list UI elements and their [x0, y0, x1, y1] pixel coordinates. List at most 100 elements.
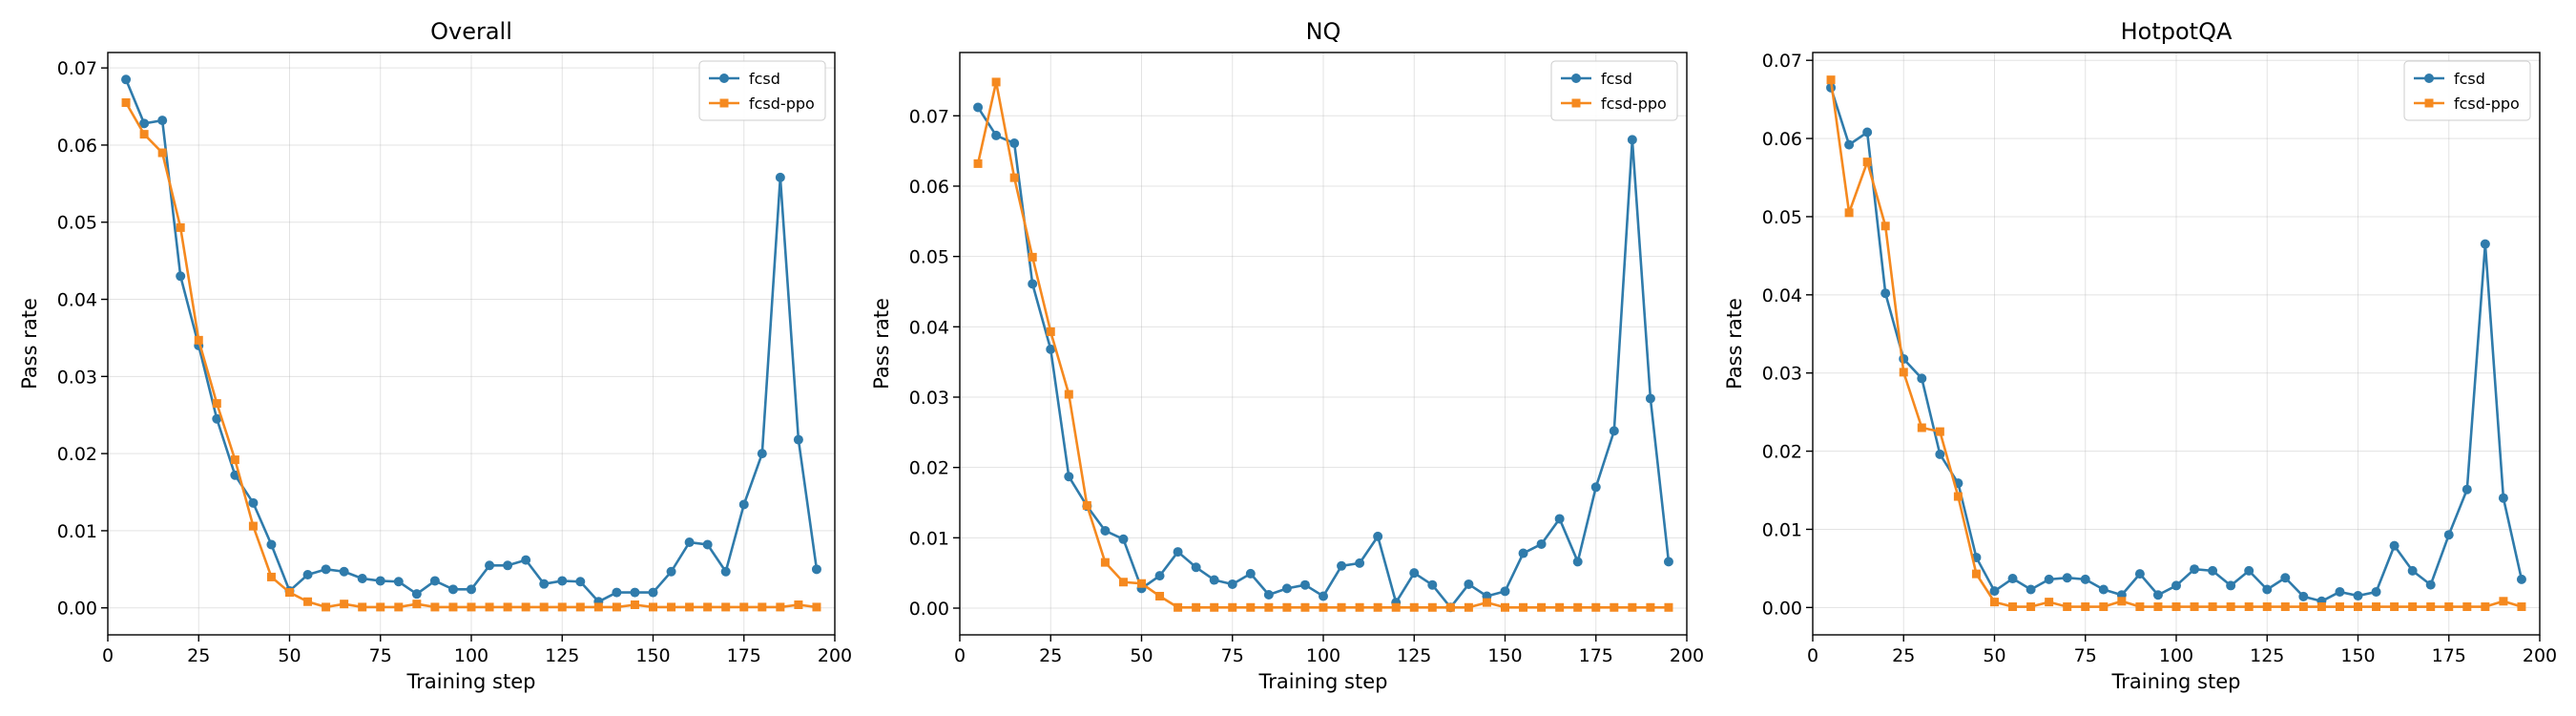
data-point: [1137, 579, 1146, 588]
data-point: [2425, 579, 2436, 590]
data-point: [1537, 602, 1547, 612]
data-point: [1064, 472, 1074, 482]
y-tick-label: 0.02: [57, 444, 97, 465]
data-point: [194, 335, 203, 345]
data-point: [1173, 547, 1183, 558]
x-tick-label: 150: [1487, 645, 1522, 666]
x-tick-label: 75: [369, 645, 392, 666]
data-point: [1609, 426, 1619, 436]
legend-marker: [1571, 74, 1581, 83]
data-point: [758, 602, 767, 612]
y-tick-label: 0.06: [1762, 129, 1802, 150]
data-point: [2353, 591, 2363, 601]
data-point: [1263, 590, 1274, 600]
data-point: [2045, 598, 2054, 607]
data-point: [720, 566, 731, 577]
data-point: [1663, 557, 1673, 567]
data-point: [2135, 602, 2145, 612]
data-point: [1880, 221, 1890, 231]
chart-title: NQ: [1306, 18, 1341, 45]
data-point: [1935, 449, 1945, 459]
data-point: [176, 271, 186, 282]
data-point: [1319, 591, 1328, 601]
data-point: [1046, 344, 1056, 354]
y-tick-label: 0.00: [1762, 598, 1802, 619]
data-point: [1572, 557, 1583, 567]
data-point: [503, 602, 512, 612]
data-point: [1373, 531, 1383, 541]
data-point: [2099, 602, 2109, 612]
chart-title: Overall: [430, 18, 512, 45]
x-axis-label: Training step: [2111, 670, 2241, 693]
data-point: [2007, 574, 2018, 584]
y-tick-label: 0.04: [57, 290, 97, 311]
y-axis-label: Pass rate: [18, 298, 41, 390]
data-point: [973, 158, 983, 168]
data-point: [1064, 390, 1073, 399]
data-point: [2226, 580, 2236, 591]
data-point: [630, 587, 640, 598]
y-tick-label: 0.07: [1762, 51, 1802, 72]
data-point: [1118, 534, 1129, 544]
data-point: [1227, 579, 1237, 589]
data-point: [1445, 602, 1455, 612]
x-tick-label: 25: [1892, 645, 1915, 666]
data-point: [1028, 279, 1038, 289]
data-point: [2244, 565, 2254, 576]
grid: [1812, 53, 2541, 635]
x-tick-label: 100: [454, 645, 488, 666]
data-point: [648, 587, 658, 598]
x-tick-label: 200: [1670, 645, 1704, 666]
data-point: [793, 434, 803, 445]
data-point: [2335, 586, 2345, 597]
data-point: [303, 597, 313, 606]
data-point: [2152, 590, 2163, 600]
data-point: [575, 602, 585, 612]
data-point: [429, 576, 440, 586]
data-point: [503, 560, 513, 571]
data-point: [448, 602, 458, 612]
data-point: [485, 560, 495, 571]
data-point: [1427, 579, 1438, 590]
data-point: [2298, 591, 2309, 601]
x-tick-label: 75: [1221, 645, 1244, 666]
data-point: [467, 584, 476, 595]
data-point: [593, 602, 603, 612]
data-point: [1009, 173, 1019, 182]
data-point: [285, 588, 294, 598]
x-tick-label: 175: [727, 645, 761, 666]
x-tick-label: 25: [1039, 645, 1062, 666]
data-point: [2262, 602, 2272, 612]
x-tick-label: 150: [2340, 645, 2375, 666]
data-point: [230, 455, 239, 465]
data-point: [1409, 602, 1419, 612]
data-point: [2025, 584, 2036, 595]
data-point: [1209, 575, 1219, 585]
data-point: [1299, 579, 1310, 590]
data-point: [757, 449, 767, 459]
x-tick-label: 100: [1306, 645, 1340, 666]
data-point: [375, 576, 385, 586]
data-point: [139, 118, 150, 129]
data-point: [703, 602, 713, 612]
y-tick-label: 0.05: [1762, 207, 1802, 228]
legend: fcsd fcsd-ppo: [2403, 60, 2531, 121]
data-point: [1627, 135, 1637, 145]
y-axis-label: Pass rate: [1723, 298, 1746, 390]
data-point: [157, 116, 168, 126]
data-point: [2372, 602, 2381, 612]
data-point: [1264, 602, 1274, 612]
data-point: [612, 602, 621, 612]
data-point: [2026, 602, 2036, 612]
data-point: [521, 602, 530, 612]
data-point: [1536, 538, 1547, 549]
data-point: [2371, 586, 2381, 597]
data-point: [121, 98, 131, 108]
legend: fcsd fcsd-ppo: [698, 60, 826, 121]
data-point: [2516, 574, 2526, 584]
legend-label: fcsd-ppo: [1601, 95, 1667, 113]
x-tick-label: 75: [2074, 645, 2097, 666]
chart-panel-nq: NQ Training step Pass rate 0 25 50 75 100 125…: [870, 18, 1704, 693]
data-point: [521, 555, 531, 565]
data-point: [2190, 564, 2200, 575]
